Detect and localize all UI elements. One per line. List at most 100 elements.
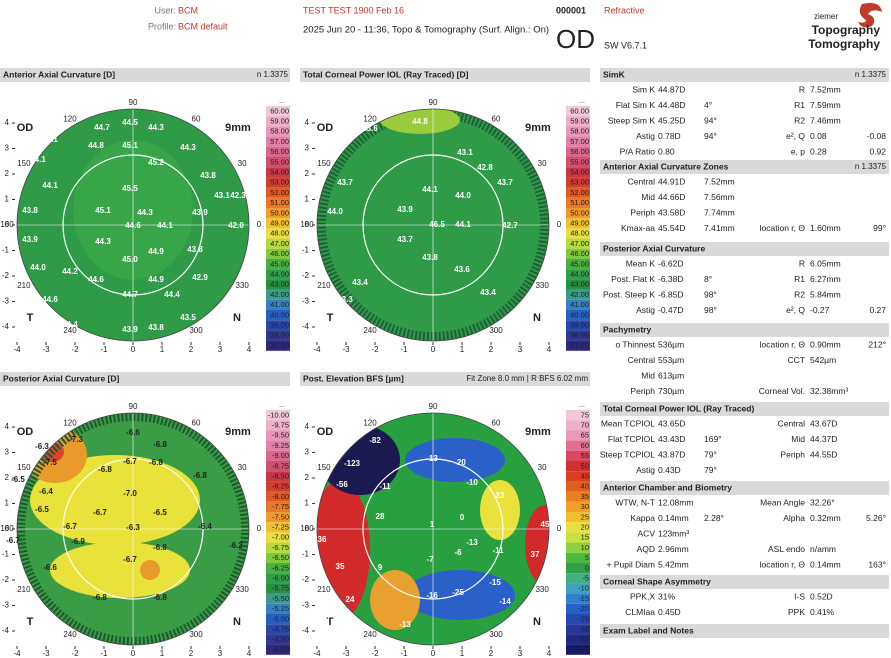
- map-value: 43.4: [352, 278, 368, 287]
- y-tick-label: 2: [305, 169, 310, 178]
- field-value: 94°: [704, 115, 717, 125]
- map-value: -7.3: [69, 435, 83, 444]
- map-edge: [316, 412, 550, 646]
- y-tick-label: 0: [305, 524, 310, 533]
- field-value: 0.45D: [658, 607, 681, 617]
- field-value: 79°: [704, 465, 717, 475]
- scale-label: 48.00: [270, 229, 289, 238]
- scale-label: 50.00: [570, 208, 589, 217]
- angle-label: 30: [538, 159, 547, 168]
- map-region: [525, 505, 549, 585]
- map-value: -6.8: [153, 543, 167, 552]
- angle-label: 300: [189, 630, 203, 639]
- field-label: ACV: [638, 528, 656, 538]
- field-value: 2.96mm: [658, 544, 689, 554]
- field-value: 542µm: [810, 355, 836, 365]
- field-value: 0.08: [810, 131, 827, 141]
- map-value: 44.6: [302, 253, 318, 262]
- scale-label: -4.75: [272, 624, 289, 633]
- field-label: CCT: [788, 355, 805, 365]
- scale-label: 59.00: [570, 116, 589, 125]
- field-value: 43.65D: [658, 418, 685, 428]
- scale-swatch: [566, 583, 590, 594]
- scale-label: 20: [581, 522, 589, 531]
- map-value: 43.9: [192, 208, 208, 217]
- scale-swatch: [566, 330, 590, 341]
- map-value: 44.3: [137, 208, 153, 217]
- scale-label: -4.25: [272, 645, 289, 654]
- scale-label: 15: [581, 533, 589, 542]
- map-value: 44.2: [62, 267, 78, 276]
- scale-swatch: [566, 420, 590, 431]
- zone-label: 9mm: [225, 426, 251, 438]
- map-value: 44.9: [148, 275, 164, 284]
- section-title: SimK: [603, 69, 626, 79]
- scale-more: ...: [279, 98, 285, 105]
- zone-label: 9mm: [525, 122, 551, 134]
- map-value: 46.5: [429, 220, 445, 229]
- scale-swatch: [566, 624, 590, 635]
- field-value: 5.84mm: [810, 289, 841, 299]
- x-tick-label: -1: [400, 649, 408, 658]
- field-value: 44.66D: [658, 192, 685, 202]
- scale-swatch: [566, 320, 590, 331]
- scale-label: -8.00: [272, 492, 289, 501]
- map-value: -6.8: [98, 465, 112, 474]
- scale-swatch: [566, 289, 590, 300]
- map-value: -10: [466, 478, 478, 487]
- field-value: 98°: [704, 289, 717, 299]
- field-value: 0.32mm: [810, 513, 841, 523]
- section-header: [600, 68, 889, 82]
- scale-label: 45.00: [270, 259, 289, 268]
- y-tick-label: 1: [5, 499, 10, 508]
- scale-label: 42.00: [570, 290, 589, 299]
- map-region: [405, 570, 515, 620]
- section-header: [600, 402, 889, 416]
- map-region: [50, 542, 190, 598]
- field-value: 0.28: [810, 147, 827, 157]
- scale-swatch: [266, 279, 290, 290]
- scale-label: -7.00: [272, 533, 289, 542]
- y-tick-label: 4: [5, 118, 10, 127]
- map-value: 44.0: [307, 148, 323, 157]
- map-value: 43.1: [214, 191, 230, 200]
- scale-swatch: [566, 440, 590, 451]
- scale-swatch: [566, 410, 590, 421]
- field-label: e², Q: [786, 305, 805, 315]
- y-tick-label: -4: [302, 322, 310, 331]
- scale-label: 46.00: [570, 249, 589, 258]
- x-tick-label: -2: [71, 345, 79, 354]
- field-value: 169°: [704, 434, 722, 444]
- angle-label: 0: [257, 220, 262, 229]
- scale-label: 52.00: [270, 188, 289, 197]
- map-value: 44.6: [42, 295, 58, 304]
- field-label: CLMIaa: [625, 607, 655, 617]
- field-value: 536µm: [658, 339, 684, 349]
- scale-swatch: [266, 177, 290, 188]
- field-value: 43.87D: [658, 449, 685, 459]
- scale-label: 46.00: [270, 249, 289, 258]
- field-label: WTW, N-T: [615, 497, 655, 507]
- y-tick-label: 1: [5, 195, 10, 204]
- logo-mark: [858, 3, 882, 28]
- map-value: -13: [466, 538, 478, 547]
- scale-swatch: [566, 634, 590, 645]
- field-value: 7.52mm: [810, 84, 841, 94]
- map-value: 43.3: [337, 295, 353, 304]
- scale-label: 43.00: [570, 280, 589, 289]
- map-value: 44.1: [455, 220, 471, 229]
- scale-label: -6.75: [272, 543, 289, 552]
- field-label: Central: [778, 418, 806, 428]
- scale-label: 40.00: [270, 310, 289, 319]
- field-label: Mean K: [626, 258, 656, 268]
- scale-label: -7.50: [272, 512, 289, 521]
- map-value: 42.0: [228, 221, 244, 230]
- field-label: Steep Sim K: [608, 115, 656, 125]
- map-value: -6: [454, 548, 462, 557]
- scale-swatch: [566, 157, 590, 168]
- y-tick-label: 1: [305, 195, 310, 204]
- map-value: 24: [346, 595, 355, 604]
- field-value: 43.67D: [810, 418, 837, 428]
- x-tick-label: 1: [160, 649, 165, 658]
